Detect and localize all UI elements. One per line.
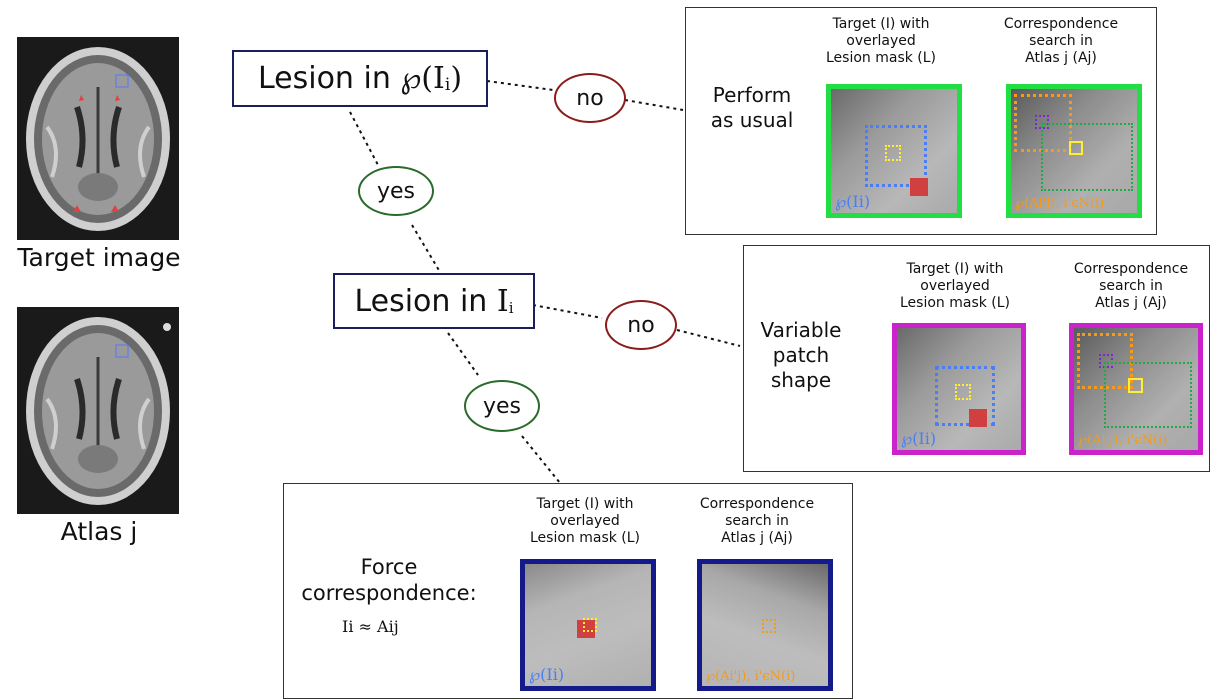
panel-variable-search-title-line3: Atlas j (Aj): [1095, 294, 1167, 311]
decision-lesion-in-voxel-prefix: Lesion in: [354, 283, 488, 319]
panel-usual-target-title-line3: Lesion mask (L): [825, 49, 937, 66]
variable-lesion-mask: [969, 409, 987, 427]
panel-variable-target-title-line2: overlayed: [920, 277, 990, 294]
panel-variable-label: Variable patch shape: [746, 318, 856, 393]
panel-usual-search-title-line3: Atlas j (Aj): [1025, 49, 1097, 66]
panel-variable-patch-shape: Variable patch shape Target (I) with ove…: [743, 245, 1210, 472]
panel-force-search-title-line2: search in: [725, 512, 789, 529]
usual-search-voxel: [1069, 141, 1083, 155]
target-image-caption: Target image: [17, 243, 181, 272]
target-mri-image: [17, 37, 179, 240]
usual-search-neighbourhood: [1041, 123, 1133, 191]
decision-lesion-in-patch-prefix: Lesion in: [257, 61, 391, 96]
panel-force-search-title-line1: Correspondence: [699, 496, 815, 512]
variable-search-neighbourhood: [1104, 362, 1192, 428]
panel-variable-search-title-line1: Correspondence: [1073, 261, 1189, 277]
oval-no-second: no: [605, 300, 677, 350]
panel-variable-search-title-line2: search in: [1099, 277, 1163, 294]
panel-variable-search-title: Correspondence search in Atlas j (Aj): [1056, 261, 1206, 311]
force-atlas-voxel: [762, 619, 776, 633]
atlas-mri-image: [17, 307, 179, 514]
usual-search-caption: ℘(Ai'j), i'ϵN(i): [1015, 196, 1105, 211]
usual-patch-window: [865, 125, 927, 187]
variable-search-voxel: [1128, 378, 1143, 393]
panel-variable-target-title-line1: Target (I) with: [906, 261, 1004, 277]
oval-no-first: no: [554, 73, 626, 123]
variable-target-patch: ℘(Ii): [892, 323, 1026, 455]
decision-lesion-in-patch-symbol: ℘(I: [400, 61, 445, 96]
decision-lesion-in-voxel-symbol: I: [496, 283, 509, 319]
variable-search-caption: ℘(Ai'j), i'ϵN(i): [1078, 433, 1168, 448]
variable-search-patch: ℘(Ai'j), i'ϵN(i): [1069, 323, 1203, 455]
oval-yes-second: yes: [464, 380, 540, 432]
panel-variable-label-line1: Variable: [760, 318, 842, 342]
panel-usual-label: Perform as usual: [692, 83, 812, 133]
panel-usual-search-title: Correspondence search in Atlas j (Aj): [986, 16, 1136, 66]
force-target-patch: ℘(Ii): [520, 559, 656, 691]
panel-force-label-line1: Force: [360, 555, 418, 579]
variable-atlas-voxel: [1099, 354, 1113, 368]
usual-search-patch: ℘(Ai'j), i'ϵN(i): [1006, 84, 1142, 218]
panel-force-correspondence: Force correspondence: Ii ≈ Aij Target (I…: [283, 483, 853, 699]
panel-variable-target-title-line3: Lesion mask (L): [899, 294, 1011, 311]
usual-target-patch: ℘(Ii): [826, 84, 962, 218]
panel-usual-target-title-line2: overlayed: [846, 32, 916, 49]
decision-lesion-in-patch-subscript: i: [444, 74, 451, 95]
panel-force-target-title-line1: Target (I) with: [536, 496, 634, 512]
panel-variable-label-line2: patch: [772, 343, 830, 367]
panel-perform-as-usual: Perform as usual Target (I) with overlay…: [685, 7, 1157, 235]
decision-lesion-in-patch: Lesion in ℘(I i): [232, 50, 488, 107]
usual-target-caption: ℘(Ii): [835, 192, 871, 211]
panel-force-label: Force correspondence:: [294, 554, 484, 607]
panel-variable-label-line3: shape: [770, 368, 832, 392]
usual-voxel-marker: [885, 145, 901, 161]
panel-force-target-title-line3: Lesion mask (L): [529, 529, 641, 546]
panel-usual-search-title-line2: search in: [1029, 32, 1093, 49]
panel-force-search-title-line3: Atlas j (Aj): [721, 529, 793, 546]
force-voxel-marker: [583, 618, 597, 632]
panel-usual-label-line1: Perform: [712, 83, 792, 107]
variable-voxel-marker: [955, 384, 971, 400]
panel-variable-target-title: Target (I) with overlayed Lesion mask (L…: [880, 261, 1030, 311]
oval-yes-first: yes: [358, 166, 434, 216]
variable-patch-window: [935, 366, 995, 426]
force-target-caption: ℘(Ii): [529, 665, 565, 684]
panel-usual-search-title-line1: Correspondence: [1003, 16, 1119, 32]
force-search-caption: ℘(Ai'j), i'ϵN(i): [706, 669, 796, 684]
atlas-caption: Atlas j: [60, 517, 138, 546]
force-formula: Ii ≈ Aij: [342, 617, 399, 636]
panel-usual-target-title-line1: Target (I) with: [832, 16, 930, 32]
decision-lesion-in-patch-suffix: ): [450, 61, 463, 96]
usual-lesion-mask: [910, 178, 928, 196]
panel-force-target-title: Target (I) with overlayed Lesion mask (L…: [510, 496, 660, 546]
panel-force-target-title-line2: overlayed: [550, 512, 620, 529]
panel-force-label-line2: correspondence:: [301, 581, 477, 606]
panel-usual-label-line2: as usual: [710, 108, 794, 132]
decision-lesion-in-voxel-subscript: i: [508, 299, 514, 317]
panel-force-search-title: Correspondence search in Atlas j (Aj): [682, 496, 832, 546]
panel-usual-target-title: Target (I) with overlayed Lesion mask (L…: [806, 16, 956, 66]
variable-target-caption: ℘(Ii): [901, 429, 937, 448]
force-search-patch: ℘(Ai'j), i'ϵN(i): [697, 559, 833, 691]
force-lesion-mask: [577, 620, 595, 638]
